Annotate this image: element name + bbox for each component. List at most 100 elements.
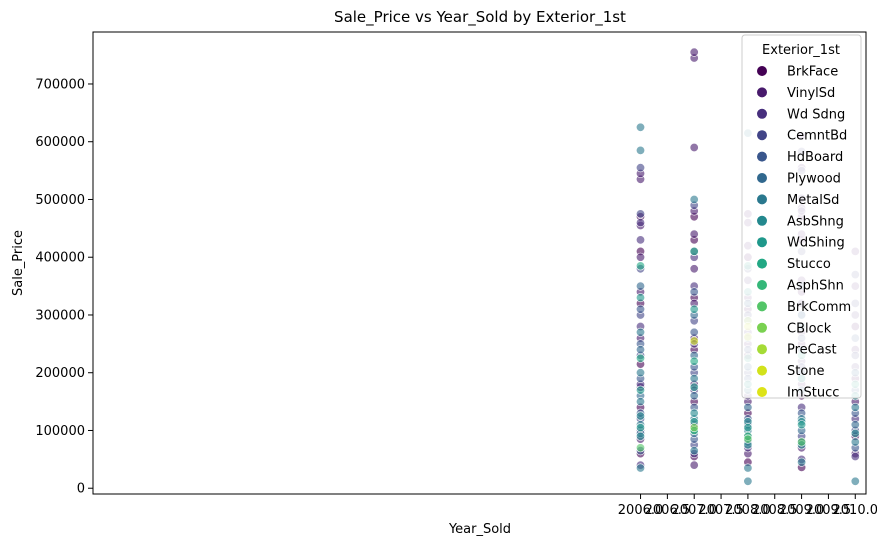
- y-tick-label: 100000: [35, 424, 85, 439]
- legend-marker: [757, 173, 767, 183]
- data-point: [635, 252, 645, 262]
- legend-marker: [757, 280, 767, 290]
- legend-marker: [757, 322, 767, 333]
- data-point: [635, 218, 645, 228]
- data-point: [635, 443, 645, 453]
- data-point: [743, 476, 753, 486]
- y-tick-label: 400000: [35, 251, 85, 266]
- legend-marker: [757, 301, 767, 312]
- plot-frame: [92, 31, 867, 495]
- data-point: [635, 235, 645, 245]
- data-point: [635, 293, 645, 303]
- y-tick-label: 200000: [35, 366, 85, 381]
- legend-marker: [757, 215, 767, 226]
- legend-label: AsphShn: [787, 279, 844, 294]
- legend-label: PreCast: [787, 343, 837, 358]
- legend-items: BrkFace VinylSd Wd Sdng CemntBd HdBoard Plywo…: [757, 65, 851, 401]
- data-point: [635, 345, 645, 355]
- y-tick-label: 500000: [35, 193, 85, 208]
- data-point: [635, 209, 645, 219]
- data-point: [635, 397, 645, 407]
- legend-label: HdBoard: [787, 150, 843, 165]
- legend-label: ImStucc: [787, 386, 839, 401]
- data-point: [635, 327, 645, 337]
- y-axis-label: Sale_Price: [11, 230, 26, 296]
- legend-title: Exterior_1st: [762, 43, 840, 58]
- legend-marker: [757, 237, 767, 248]
- data-point: [797, 420, 807, 430]
- data-point: [689, 143, 699, 153]
- data-point: [635, 431, 645, 441]
- data-point: [635, 261, 645, 271]
- data-point: [635, 353, 645, 363]
- data-point: [635, 122, 645, 132]
- data-point: [689, 382, 699, 392]
- legend-label: BrkComm: [787, 300, 851, 315]
- legend-label: Stone: [787, 364, 825, 379]
- data-point: [689, 356, 699, 366]
- data-point: [635, 411, 645, 421]
- data-point: [850, 476, 860, 486]
- data-point: [635, 368, 645, 378]
- y-tick-label: 600000: [35, 135, 85, 150]
- data-point: [689, 336, 699, 346]
- data-point: [635, 304, 645, 314]
- y-tick-label: 700000: [35, 77, 85, 92]
- legend-label: CemntBd: [787, 129, 847, 144]
- x-tick-label: 2007.5: [698, 503, 744, 518]
- data-point: [743, 434, 753, 444]
- x-tick-label: 2009.5: [806, 503, 852, 518]
- data-point: [797, 437, 807, 447]
- legend-label: Wd Sdng: [787, 107, 845, 122]
- legend-marker: [757, 130, 767, 141]
- data-point: [850, 428, 860, 438]
- legend-label: CBlock: [787, 321, 832, 336]
- plot-area: [93, 32, 866, 494]
- data-point: [689, 287, 699, 297]
- legend-label: MetalSd: [787, 193, 839, 208]
- data-point: [689, 391, 699, 401]
- data-point: [689, 327, 699, 337]
- x-tick-label: 2009.0: [779, 503, 825, 518]
- legend-marker: [757, 87, 767, 98]
- x-tick-label: 2006.5: [645, 503, 691, 518]
- x-axis-label: Year_Sold: [448, 522, 511, 537]
- legend-label: Stucco: [787, 257, 831, 272]
- data-point: [635, 423, 645, 433]
- data-point: [689, 246, 699, 256]
- legend-marker: [757, 344, 767, 355]
- data-point: [689, 304, 699, 314]
- legend-label: AsbShng: [787, 214, 844, 229]
- y-tick-label: 300000: [35, 308, 85, 323]
- y-axis-ticks: 0 100000 200000 300000 400000 500000 600000 700…: [35, 77, 93, 497]
- data-point: [689, 47, 699, 57]
- legend-marker: [757, 66, 767, 76]
- data-point: [689, 446, 699, 456]
- data-point: [689, 423, 699, 433]
- data-point: [743, 423, 753, 433]
- data-point: [689, 460, 699, 470]
- x-tick-label: 2010.0: [833, 503, 877, 518]
- data-point: [850, 451, 860, 461]
- data-point: [743, 463, 753, 473]
- legend-label: VinylSd: [787, 86, 835, 101]
- legend-marker: [757, 194, 767, 205]
- chart-title: Sale_Price vs Year_Sold by Exterior_1st: [334, 8, 626, 27]
- legend: Exterior_1st BrkFace VinylSd Wd Sdng CemntB…: [741, 34, 862, 401]
- data-point: [743, 402, 753, 412]
- data-point: [689, 229, 699, 239]
- data-point: [850, 420, 860, 430]
- legend-label: Plywood: [787, 172, 841, 187]
- data-point: [635, 463, 645, 473]
- legend-box: [741, 34, 862, 399]
- x-tick-label: 2008.5: [752, 503, 798, 518]
- data-point: [635, 385, 645, 395]
- data-point: [850, 402, 860, 412]
- y-tick-label: 0: [77, 482, 85, 497]
- legend-marker: [757, 108, 767, 119]
- data-point: [797, 457, 807, 467]
- legend-label: WdShing: [787, 236, 845, 251]
- data-point: [635, 163, 645, 173]
- legend-marker: [757, 387, 767, 397]
- data-point: [689, 195, 699, 205]
